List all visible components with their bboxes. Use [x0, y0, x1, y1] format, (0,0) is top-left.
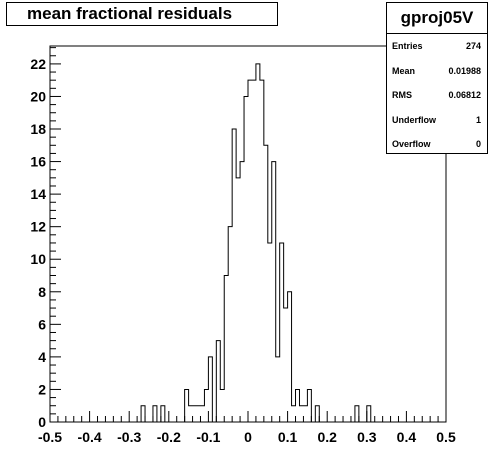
x-tick-label: -0.2 [157, 429, 181, 445]
x-tick-label: 0 [244, 429, 252, 445]
y-tick-label: 22 [30, 56, 46, 72]
stats-box: gproj05V Entries 274 Mean 0.01988 RMS 0.… [386, 2, 488, 154]
y-tick-label: 12 [30, 219, 46, 235]
y-tick-label: 20 [30, 88, 46, 104]
stats-label-overflow: Overflow [392, 139, 431, 150]
stats-value-overflow: 0 [475, 139, 481, 150]
chart-title-text: mean fractional residuals [27, 4, 233, 23]
x-tick-label: 0.1 [278, 429, 298, 445]
stats-label-entries: Entries [392, 41, 423, 52]
stats-label-mean: Mean [392, 65, 416, 76]
stats-title: gproj05V [387, 3, 487, 34]
y-tick-label: 16 [30, 154, 46, 170]
stats-row-entries: Entries 274 [387, 34, 487, 59]
stats-label-underflow: Underflow [392, 114, 436, 125]
chart-title: mean fractional residuals [6, 2, 278, 26]
stats-value-mean: 0.01988 [448, 65, 481, 76]
stats-row-mean: Mean 0.01988 [387, 59, 487, 84]
x-tick-label: -0.1 [196, 429, 220, 445]
stats-row-overflow: Overflow 0 [387, 132, 487, 157]
stats-row-underflow: Underflow 1 [387, 108, 487, 133]
x-tick-label: 0.3 [357, 429, 377, 445]
y-tick-label: 8 [38, 284, 46, 300]
x-tick-label: -0.5 [38, 429, 62, 445]
stats-value-underflow: 1 [475, 114, 481, 125]
x-tick-label: 0.2 [317, 429, 337, 445]
y-tick-label: 18 [30, 121, 46, 137]
stats-value-rms: 0.06812 [448, 90, 481, 101]
plot-frame [49, 45, 447, 423]
y-tick-label: 4 [38, 349, 46, 365]
y-tick-label: 14 [30, 186, 46, 202]
stats-row-rms: RMS 0.06812 [387, 83, 487, 108]
y-tick-label: 10 [30, 251, 46, 267]
x-tick-label: 0.4 [397, 429, 417, 445]
y-tick-label: 0 [38, 414, 46, 430]
histogram-outline [140, 63, 372, 423]
stats-value-entries: 274 [465, 41, 481, 52]
y-tick-label: 2 [38, 381, 46, 397]
stats-label-rms: RMS [392, 90, 412, 101]
x-tick-label: -0.4 [78, 429, 102, 445]
x-tick-label: -0.3 [117, 429, 141, 445]
x-tick-label: 0.5 [436, 429, 456, 445]
y-tick-label: 6 [38, 316, 46, 332]
